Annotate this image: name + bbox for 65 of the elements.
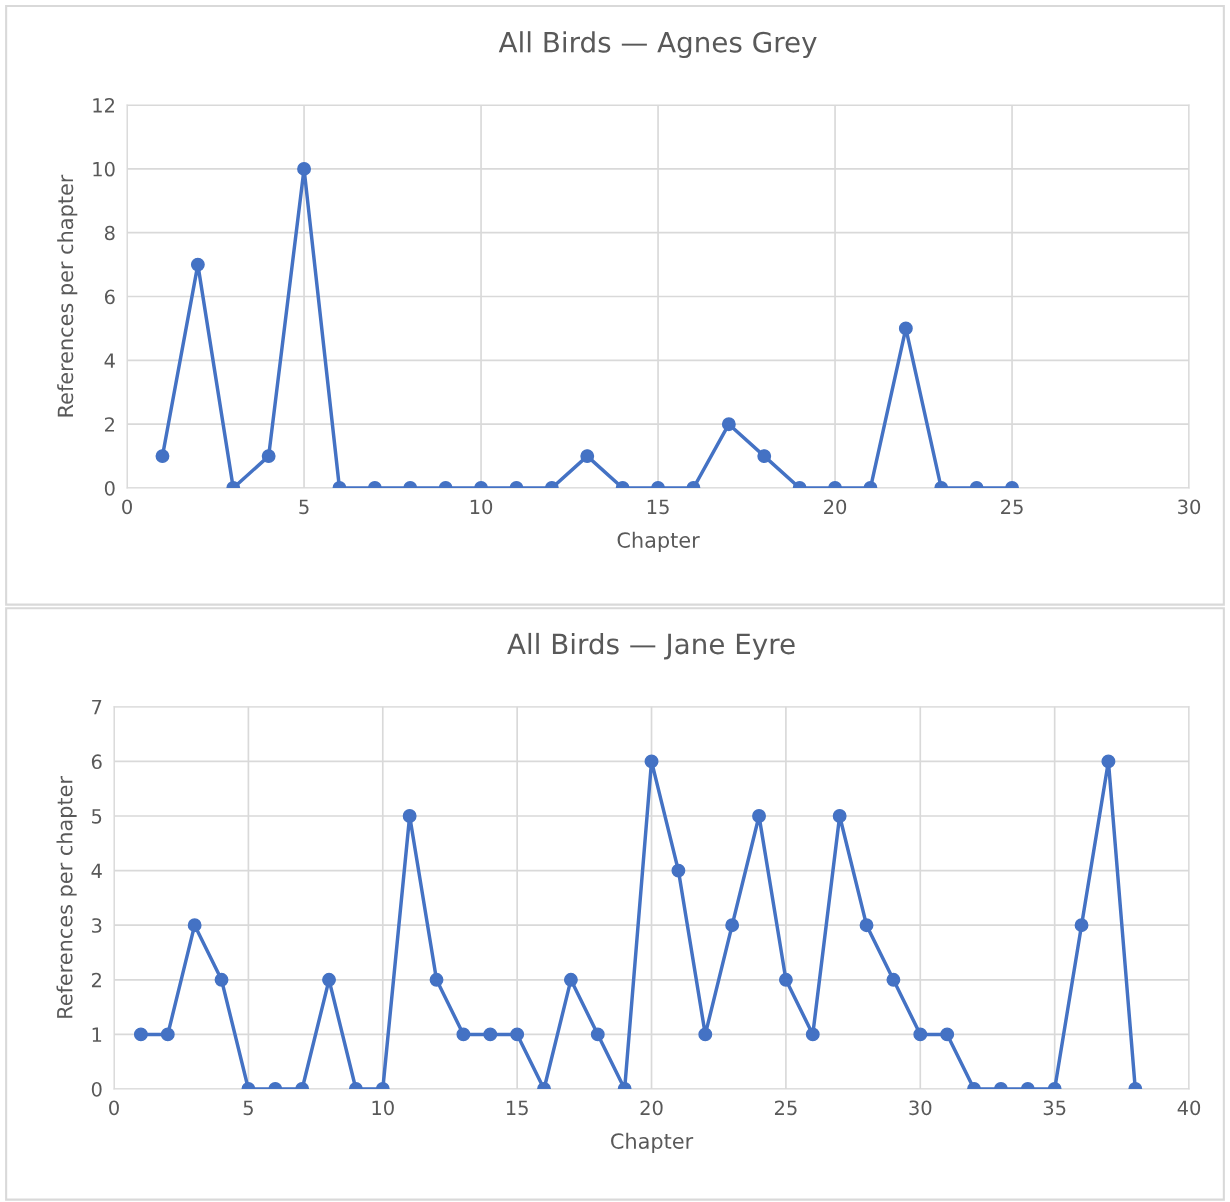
y-axis-title: References per chapter [57,174,78,417]
point [698,1027,713,1042]
x-tick-label: 25 [774,1100,797,1116]
x-axis-title: Chapter [617,531,700,552]
x-axis-title: Chapter [611,1132,694,1153]
point [805,1027,820,1042]
x-tick-label: 5 [299,499,309,515]
point [456,1027,471,1042]
y-tick-label: 6 [91,754,102,770]
chart-title: All Birds — Jane Eyre [507,632,795,660]
point [133,1027,148,1042]
point [778,972,793,987]
x-tick-label: 35 [1043,1100,1066,1116]
y-tick-label: 10 [93,161,115,177]
point [1101,754,1116,769]
y-tick-label: 5 [92,809,102,824]
point [214,972,229,987]
y-tick-label: 7 [92,699,102,715]
point [752,809,766,823]
x-tick-label: 0 [122,499,132,515]
y-tick-label: 2 [91,972,101,988]
point [913,1027,928,1042]
point [510,1027,525,1042]
x-tick-label: 25 [1001,499,1023,515]
x-tick-label: 5 [243,1100,253,1116]
point [725,918,740,933]
y-tick-label: 4 [104,353,115,368]
y-tick-label: 0 [91,1081,102,1097]
x-tick-label: 20 [824,499,847,515]
point [671,863,686,878]
x-tick-label: 30 [909,1100,932,1116]
point [832,809,847,823]
point [590,1027,605,1042]
chart-title: All Birds — Agnes Grey [498,31,817,59]
x-tick-label: 10 [372,1100,394,1116]
y-tick-label: 0 [104,480,115,496]
x-tick-label: 15 [647,499,669,515]
y-tick-label: 2 [105,417,114,432]
point [859,918,874,933]
y-tick-label: 8 [104,225,115,241]
point [644,754,659,769]
point [940,1027,955,1042]
point [297,161,312,176]
x-tick-label: 40 [1177,1100,1201,1116]
point [190,257,205,272]
point [160,1027,175,1042]
x-tick-label: 10 [470,499,493,515]
y-tick-label: 6 [104,289,115,305]
y-tick-label: 3 [92,918,102,933]
point [187,918,202,933]
point [483,1027,498,1042]
x-tick-label: 15 [506,1100,528,1116]
point [898,321,913,336]
point [402,809,417,823]
point [886,972,901,987]
y-axis-title: References per chapter [56,776,77,1018]
y-tick-label: 12 [93,98,114,113]
point [322,972,336,987]
x-tick-label: 20 [640,1100,663,1116]
x-tick-label: 30 [1178,499,1201,515]
y-tick-label: 4 [91,863,102,878]
point [429,972,444,987]
point [563,972,578,987]
y-tick-label: 1 [92,1027,102,1042]
point [1074,918,1089,933]
